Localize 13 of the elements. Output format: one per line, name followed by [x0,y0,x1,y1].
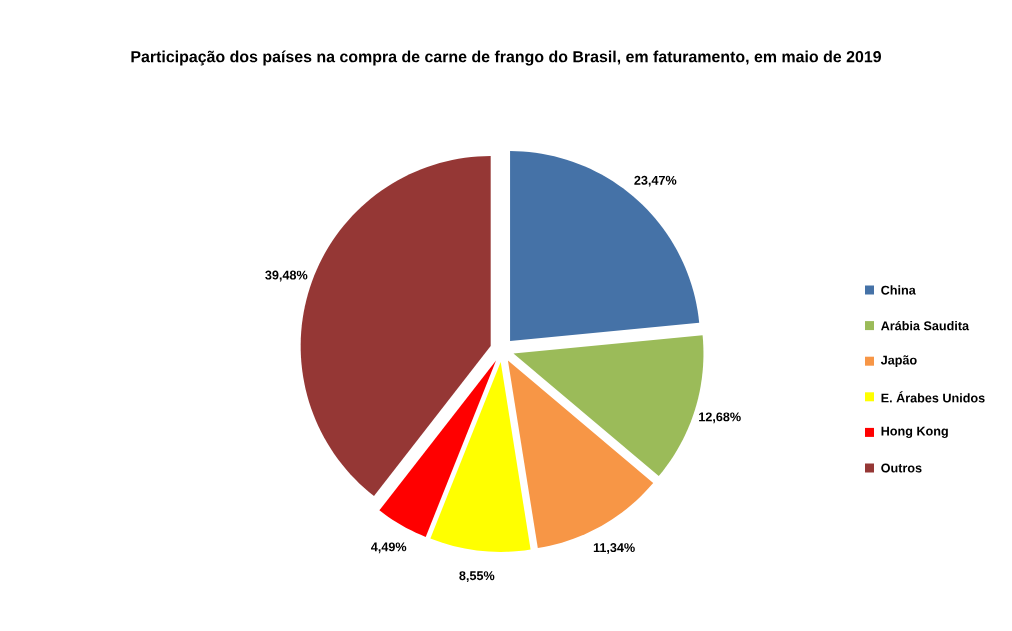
legend-label: Hong Kong [881,426,948,439]
legend-label: E. Árabes Unidos [881,391,985,403]
data-label: 39,48% [265,270,308,282]
data-label: 23,47% [634,175,677,187]
legend-label: China [881,285,916,295]
legend-label: Japão [880,355,917,368]
data-label: 8,55% [459,571,495,582]
legend-label: Outros [881,463,922,473]
data-label: 4,49% [371,542,407,554]
chart-title: Participação dos países na compra de carne de frango do Brasil, em faturamento, em maio de 2019 [131,50,881,66]
data-label: 11,34% [593,543,635,554]
legend-label: Arábia Saudita [881,320,970,331]
data-label: 12,68% [699,412,741,424]
